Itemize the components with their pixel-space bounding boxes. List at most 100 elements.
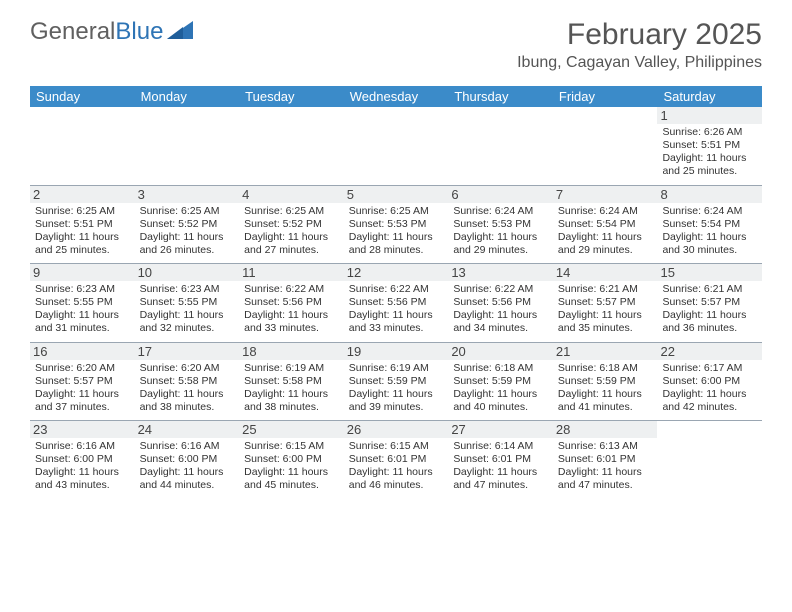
day-cell: 4Sunrise: 6:25 AMSunset: 5:52 PMDaylight…: [239, 186, 344, 264]
sunset-text: Sunset: 5:55 PM: [140, 296, 235, 309]
daylight-text: Daylight: 11 hours and 32 minutes.: [140, 309, 235, 335]
day-cell: 13 Sunrise: 6:22 AMSunset: 5:56 PMDayligh…: [448, 264, 553, 342]
day-number: 14: [553, 264, 658, 281]
daylight-text: Daylight: 11 hours and 46 minutes.: [349, 466, 444, 492]
day-number: 6: [448, 186, 553, 203]
daylight-text: Daylight: 11 hours and 36 minutes.: [662, 309, 757, 335]
day-cell: 9 Sunrise: 6:23 AMSunset: 5:55 PMDaylight…: [30, 264, 135, 342]
day-number: 9: [30, 264, 135, 281]
day-cell: 12Sunrise: 6:22 AMSunset: 5:56 PMDayligh…: [344, 264, 449, 342]
day-info: Sunrise: 6:22 AMSunset: 5:56 PMDaylight:…: [244, 283, 339, 336]
daylight-text: Daylight: 11 hours and 39 minutes.: [349, 388, 444, 414]
day-number: 17: [135, 343, 240, 360]
day-number: 13: [448, 264, 553, 281]
day-info: Sunrise: 6:22 AMSunset: 5:56 PMDaylight:…: [453, 283, 548, 336]
dow-tuesday: Tuesday: [239, 86, 344, 107]
daylight-text: Daylight: 11 hours and 37 minutes.: [35, 388, 130, 414]
week-row: 9Sunrise: 6:23 AMSunset: 5:55 PMDaylight…: [30, 263, 762, 342]
sunset-text: Sunset: 5:54 PM: [662, 218, 757, 231]
daylight-text: Daylight: 11 hours and 31 minutes.: [35, 309, 130, 335]
day-info: Sunrise: 6:16 AMSunset: 6:00 PMDaylight:…: [140, 440, 235, 493]
daylight-text: Daylight: 11 hours and 25 minutes.: [35, 231, 130, 257]
day-cell: [657, 421, 762, 499]
sunrise-text: Sunrise: 6:19 AM: [349, 362, 444, 375]
day-info: Sunrise: 6:23 AMSunset: 5:55 PMDaylight:…: [35, 283, 130, 336]
sunset-text: Sunset: 5:56 PM: [244, 296, 339, 309]
sunrise-text: Sunrise: 6:25 AM: [349, 205, 444, 218]
day-info: Sunrise: 6:24 AMSunset: 5:54 PMDaylight:…: [558, 205, 653, 258]
logo-triangle-icon: [167, 18, 193, 46]
day-number: 28: [553, 421, 658, 438]
day-number: 10: [135, 264, 240, 281]
day-number: 3: [135, 186, 240, 203]
sunrise-text: Sunrise: 6:15 AM: [349, 440, 444, 453]
logo-text-general: General: [30, 18, 115, 46]
sunrise-text: Sunrise: 6:20 AM: [35, 362, 130, 375]
sunrise-text: Sunrise: 6:26 AM: [662, 126, 757, 139]
day-info: Sunrise: 6:25 AMSunset: 5:53 PMDaylight:…: [349, 205, 444, 258]
sunset-text: Sunset: 5:59 PM: [453, 375, 548, 388]
location: Ibung, Cagayan Valley, Philippines: [517, 54, 762, 72]
sunset-text: Sunset: 6:01 PM: [349, 453, 444, 466]
daylight-text: Daylight: 11 hours and 38 minutes.: [140, 388, 235, 414]
dow-thursday: Thursday: [448, 86, 553, 107]
sunrise-text: Sunrise: 6:24 AM: [453, 205, 548, 218]
day-cell: 3Sunrise: 6:25 AMSunset: 5:52 PMDaylight…: [135, 186, 240, 264]
day-info: Sunrise: 6:16 AMSunset: 6:00 PMDaylight:…: [35, 440, 130, 493]
day-cell: 27Sunrise: 6:14 AMSunset: 6:01 PMDayligh…: [448, 421, 553, 499]
sunset-text: Sunset: 6:01 PM: [558, 453, 653, 466]
day-cell: 11 Sunrise: 6:22 AMSunset: 5:56 PMDayligh…: [239, 264, 344, 342]
day-info: Sunrise: 6:22 AMSunset: 5:56 PMDaylight:…: [349, 283, 444, 336]
day-cell: [344, 107, 449, 185]
day-number: 16: [30, 343, 135, 360]
sunrise-text: Sunrise: 6:18 AM: [558, 362, 653, 375]
day-number: 11: [239, 264, 344, 281]
day-number: 24: [135, 421, 240, 438]
sunset-text: Sunset: 5:51 PM: [662, 139, 757, 152]
day-cell: [553, 107, 658, 185]
sunset-text: Sunset: 5:56 PM: [349, 296, 444, 309]
sunrise-text: Sunrise: 6:23 AM: [35, 283, 130, 296]
daylight-text: Daylight: 11 hours and 34 minutes.: [453, 309, 548, 335]
day-info: Sunrise: 6:14 AMSunset: 6:01 PMDaylight:…: [453, 440, 548, 493]
sunset-text: Sunset: 5:59 PM: [349, 375, 444, 388]
sunrise-text: Sunrise: 6:24 AM: [662, 205, 757, 218]
sunrise-text: Sunrise: 6:25 AM: [244, 205, 339, 218]
day-info: Sunrise: 6:13 AMSunset: 6:01 PMDaylight:…: [558, 440, 653, 493]
day-info: Sunrise: 6:24 AMSunset: 5:53 PMDaylight:…: [453, 205, 548, 258]
day-cell: 19Sunrise: 6:19 AMSunset: 5:59 PMDayligh…: [344, 343, 449, 421]
day-info: Sunrise: 6:25 AMSunset: 5:51 PMDaylight:…: [35, 205, 130, 258]
sunset-text: Sunset: 5:53 PM: [453, 218, 548, 231]
sunrise-text: Sunrise: 6:25 AM: [35, 205, 130, 218]
day-info: Sunrise: 6:17 AMSunset: 6:00 PMDaylight:…: [662, 362, 757, 415]
day-cell: [239, 107, 344, 185]
day-number: 25: [239, 421, 344, 438]
day-cell: 24 Sunrise: 6:16 AMSunset: 6:00 PMDayligh…: [135, 421, 240, 499]
daylight-text: Daylight: 11 hours and 33 minutes.: [244, 309, 339, 335]
day-number: 15: [657, 264, 762, 281]
day-cell: 10 Sunrise: 6:23 AMSunset: 5:55 PMDayligh…: [135, 264, 240, 342]
day-number: 20: [448, 343, 553, 360]
day-info: Sunrise: 6:15 AMSunset: 6:00 PMDaylight:…: [244, 440, 339, 493]
day-info: Sunrise: 6:20 AMSunset: 5:57 PMDaylight:…: [35, 362, 130, 415]
daylight-text: Daylight: 11 hours and 42 minutes.: [662, 388, 757, 414]
sunrise-text: Sunrise: 6:13 AM: [558, 440, 653, 453]
day-info: Sunrise: 6:21 AMSunset: 5:57 PMDaylight:…: [662, 283, 757, 336]
sunset-text: Sunset: 6:01 PM: [453, 453, 548, 466]
day-info: Sunrise: 6:23 AMSunset: 5:55 PMDaylight:…: [140, 283, 235, 336]
sunset-text: Sunset: 5:58 PM: [140, 375, 235, 388]
day-cell: 15 Sunrise: 6:21 AMSunset: 5:57 PMDayligh…: [657, 264, 762, 342]
day-cell: 23Sunrise: 6:16 AMSunset: 6:00 PMDayligh…: [30, 421, 135, 499]
sunset-text: Sunset: 5:54 PM: [558, 218, 653, 231]
daylight-text: Daylight: 11 hours and 47 minutes.: [453, 466, 548, 492]
day-cell: [448, 107, 553, 185]
sunset-text: Sunset: 5:57 PM: [662, 296, 757, 309]
day-info: Sunrise: 6:15 AMSunset: 6:01 PMDaylight:…: [349, 440, 444, 493]
sunrise-text: Sunrise: 6:14 AM: [453, 440, 548, 453]
day-cell: 22Sunrise: 6:17 AMSunset: 6:00 PMDayligh…: [657, 343, 762, 421]
day-cell: 26Sunrise: 6:15 AMSunset: 6:01 PMDayligh…: [344, 421, 449, 499]
dow-monday: Monday: [135, 86, 240, 107]
daylight-text: Daylight: 11 hours and 29 minutes.: [453, 231, 548, 257]
calendar: Sunday Monday Tuesday Wednesday Thursday…: [30, 86, 762, 499]
day-cell: 16 Sunrise: 6:20 AMSunset: 5:57 PMDayligh…: [30, 343, 135, 421]
